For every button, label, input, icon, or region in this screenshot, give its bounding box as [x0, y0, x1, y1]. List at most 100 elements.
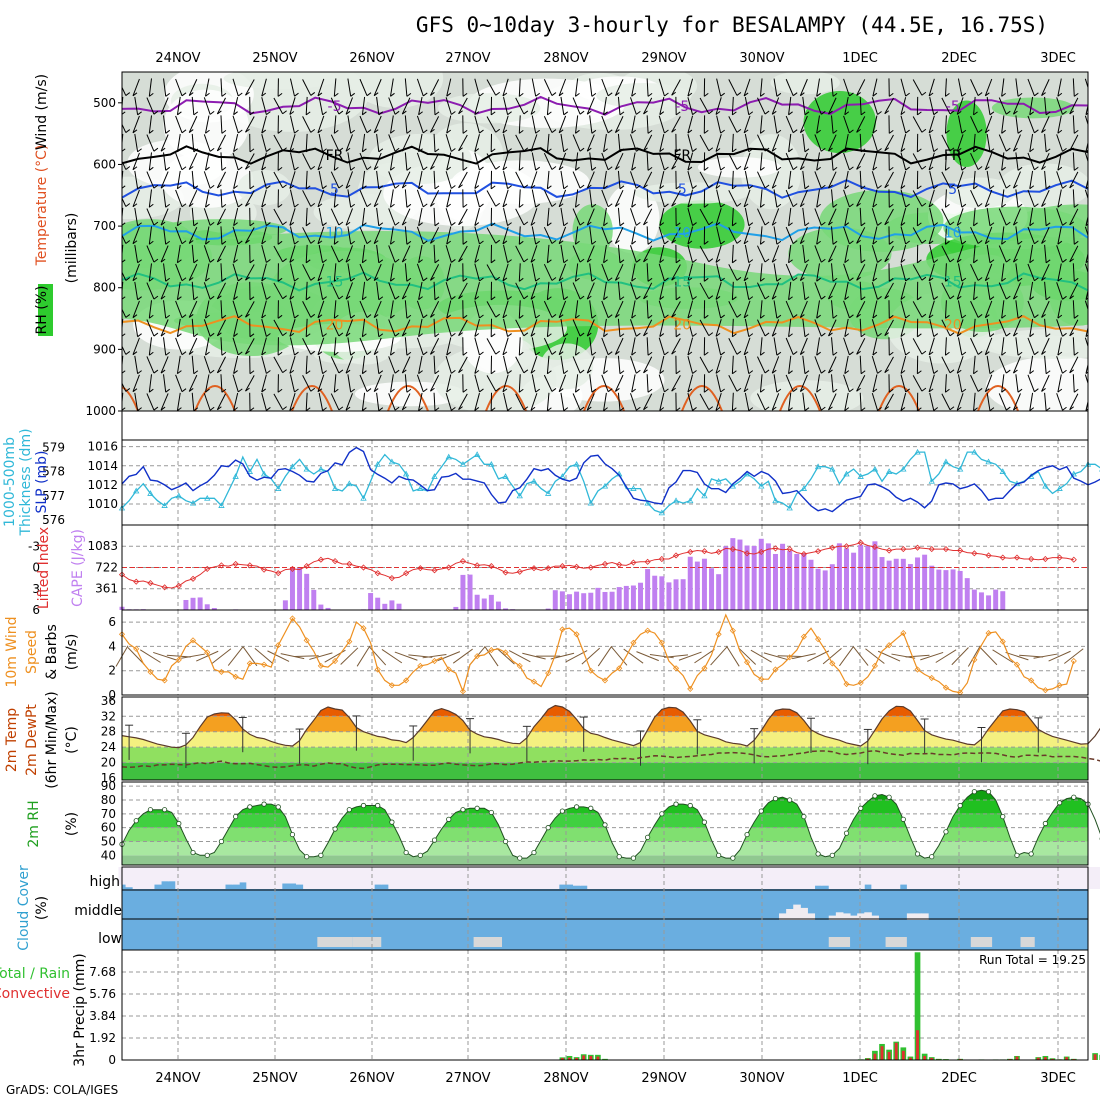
wind-barb	[160, 171, 169, 189]
wind-barb-flag	[1069, 295, 1075, 300]
cape-bar	[325, 607, 331, 610]
wind-barb-flag	[502, 314, 508, 319]
wind-barb-flag	[631, 314, 636, 319]
wind-barb-flag	[563, 111, 569, 116]
wind-barb	[687, 171, 694, 189]
wind-barb-flag	[458, 221, 463, 226]
wind-barb-flag	[884, 332, 890, 337]
wind-barb	[699, 245, 710, 262]
wind-speed-point	[332, 657, 339, 665]
wind-barb	[446, 189, 452, 208]
wind-barb	[433, 281, 436, 300]
wind-barb-flag	[317, 314, 323, 319]
wind-barb-flag	[832, 388, 838, 393]
wind-barb	[1069, 134, 1079, 152]
wind-barb-flag	[193, 111, 199, 116]
wind-barb-flag	[523, 295, 529, 300]
wind-barb-flag	[1034, 92, 1039, 97]
wind-barb-flag	[1069, 406, 1075, 411]
cloud-high-clear	[629, 867, 638, 889]
wind-barb	[715, 319, 722, 337]
wind-barb	[122, 308, 127, 318]
wind-barb-flag	[277, 240, 283, 245]
wind-barb-flag	[137, 148, 142, 153]
wind-barb-flag	[591, 388, 597, 393]
wind-barb	[941, 393, 951, 411]
cape-bar	[204, 604, 210, 610]
wind-barb-flag	[132, 129, 138, 134]
li-point	[175, 582, 182, 589]
rh-point	[403, 849, 409, 856]
wind-barb-flag	[217, 147, 222, 152]
wind-barb-flag	[502, 277, 508, 282]
cape-bar	[602, 591, 608, 610]
wind-barb	[646, 337, 649, 356]
wind-barb-flag	[603, 407, 608, 411]
wind-barb	[388, 97, 396, 115]
li-point	[417, 565, 424, 572]
cape-bar	[375, 597, 381, 610]
wind-barb-flag	[490, 148, 496, 153]
isotherm-label: 5	[678, 182, 687, 198]
wind-barb	[1041, 79, 1050, 96]
wind-speed-point	[857, 679, 864, 686]
wind-barb-flag	[579, 406, 585, 411]
wind-barb	[659, 281, 665, 300]
wind-barb	[245, 227, 255, 244]
wind-barb	[814, 356, 822, 374]
wind-barb	[1085, 214, 1088, 226]
wind-barb-flag	[703, 277, 709, 282]
wind-barb	[941, 208, 951, 226]
wind-barb-flag	[217, 110, 222, 115]
wind-barb-flag	[1001, 129, 1006, 134]
cloud-high-clear	[239, 867, 247, 883]
li-point	[815, 548, 822, 555]
cloud-high-clear	[1020, 867, 1029, 889]
wind-barb-flag	[860, 148, 866, 153]
precip-legend-total: Total / Rain	[0, 966, 70, 982]
wind-barb	[759, 78, 763, 97]
wind-barb	[416, 374, 424, 392]
cloud-high-clear	[367, 867, 375, 889]
wind-tick: 0	[108, 688, 116, 702]
wind-barb	[802, 133, 806, 152]
wind-barb-flag	[1005, 406, 1011, 411]
wind-barb-flag	[619, 296, 625, 301]
wind-barb	[1084, 226, 1088, 238]
wind-barb	[289, 300, 295, 319]
wind-barb	[317, 300, 325, 318]
wind-speed-point	[232, 673, 239, 680]
wind-barb-flag	[205, 351, 210, 356]
wind-barb	[699, 97, 710, 115]
wind-barb-flag	[687, 388, 693, 393]
cloud-high-clear	[821, 867, 830, 886]
cape-bar	[836, 543, 842, 610]
wind-barb-flag	[591, 92, 597, 97]
wind-barb	[317, 78, 325, 97]
li-point	[275, 570, 282, 577]
wind-barb	[1085, 325, 1088, 337]
wind-speed-point	[928, 674, 935, 682]
wind-barb-10m	[750, 649, 772, 663]
wind-barb	[617, 281, 621, 300]
cape-bar	[886, 560, 892, 610]
wind-barb	[744, 355, 750, 374]
cloud-high-clear	[707, 867, 716, 889]
wind-barb	[373, 78, 382, 96]
wind-speed-point	[758, 676, 765, 683]
wind-barb-flag	[1029, 407, 1035, 411]
wind-barb-flag	[1091, 167, 1095, 170]
wind-barb	[502, 374, 509, 393]
wind-barb-flag	[523, 147, 529, 152]
wind-barb-flag	[305, 333, 311, 338]
wind-barb-flag	[603, 148, 608, 153]
wind-speed-point	[658, 639, 665, 646]
wind-barb-flag	[828, 295, 833, 300]
wind-barb	[390, 337, 394, 356]
wind-barb-flag	[334, 240, 339, 245]
wind-barb	[388, 356, 396, 374]
wind-barb-flag	[177, 111, 182, 116]
cloud-high-clear	[438, 867, 446, 889]
wind-barb	[687, 97, 694, 115]
